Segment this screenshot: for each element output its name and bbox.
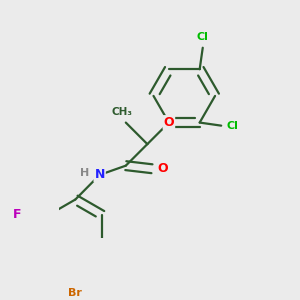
Text: H: H	[80, 168, 90, 178]
Text: Br: Br	[68, 288, 82, 298]
Text: CH₃: CH₃	[111, 107, 132, 117]
Text: O: O	[164, 116, 174, 129]
Text: O: O	[157, 162, 168, 175]
Text: Cl: Cl	[197, 32, 209, 42]
Text: N: N	[94, 168, 105, 182]
Text: F: F	[13, 208, 22, 221]
Text: Cl: Cl	[226, 121, 238, 130]
